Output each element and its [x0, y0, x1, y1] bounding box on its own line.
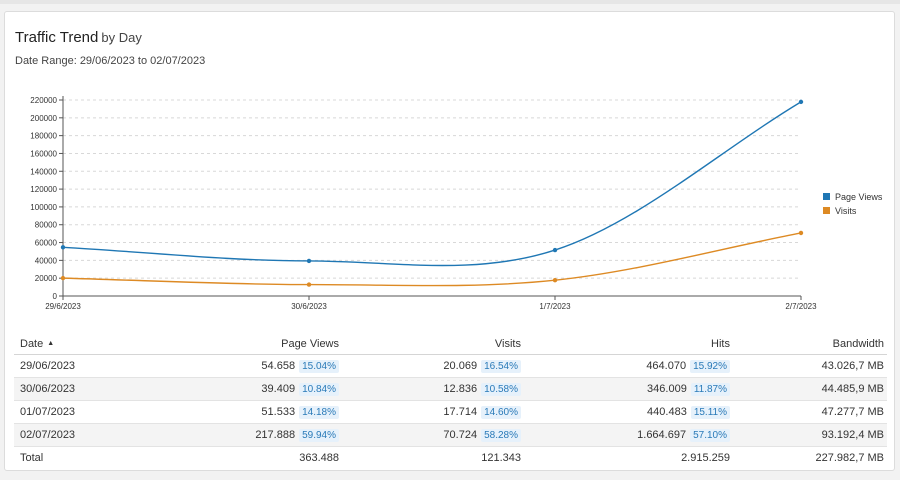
legend-swatch — [823, 207, 830, 214]
visits-column-header[interactable]: Visits — [494, 338, 521, 350]
data-point — [60, 245, 66, 250]
percent-badge: 15.11% — [690, 405, 730, 419]
x-tick-label: 2/7/2023 — [785, 302, 817, 311]
title-subtitle: by Day — [101, 30, 142, 45]
data-point — [798, 99, 804, 105]
data-point — [306, 258, 312, 264]
data-point — [798, 230, 804, 236]
total-label: Total — [20, 452, 44, 464]
page-views-cell: 54.658 15.04% — [261, 355, 339, 378]
hits-cell: 346.009 11.87% — [647, 378, 730, 401]
page-views-cell: 51.533 14.18% — [261, 401, 339, 424]
x-tick-label: 29/6/2023 — [45, 302, 81, 311]
date-cell: 30/06/2023 — [20, 383, 76, 395]
total-hits: 2.915.259 — [681, 452, 730, 464]
table-total-row: Total 363.488 121.343 2.915.259 227.982,… — [14, 447, 887, 470]
date-cell: 29/06/2023 — [20, 360, 76, 372]
date-cell: 02/07/2023 — [20, 429, 76, 441]
panel-title: Traffic Trend by Day — [15, 29, 142, 46]
legend-swatch — [823, 193, 830, 200]
y-tick-label: 120000 — [30, 185, 57, 194]
y-tick-label: 20000 — [35, 274, 58, 283]
y-tick-label: 0 — [53, 292, 58, 301]
hits-cell: 464.070 15.92% — [646, 355, 730, 378]
percent-badge: 57.10% — [690, 428, 730, 442]
y-tick-label: 220000 — [30, 96, 57, 105]
total-page-views: 363.488 — [299, 452, 339, 464]
sort-up-icon[interactable]: ▲ — [47, 340, 55, 348]
y-tick-label: 40000 — [35, 256, 58, 265]
traffic-line-chart: 0 20000 40000 60000 80000 100000 120000 140000 1… — [30, 96, 883, 311]
table-row: 30/06/2023 39.409 10.84% 12.836 10.58% 346… — [14, 378, 887, 401]
title-text: Traffic Trend — [15, 29, 99, 46]
page-views-cell: 217.888 59.94% — [255, 424, 339, 447]
bandwidth-cell: 93.192,4 MB — [821, 429, 884, 441]
data-point — [552, 278, 558, 283]
table-row: 02/07/2023 217.888 59.94% 70.724 58.28% 1.… — [14, 424, 887, 447]
y-tick-label: 200000 — [30, 114, 57, 123]
page-views-cell: 39.409 10.84% — [261, 378, 339, 401]
data-point — [306, 282, 312, 287]
percent-badge: 58.28% — [481, 428, 521, 442]
date-range: Date Range: 29/06/2023 to 02/07/2023 — [15, 55, 206, 67]
date-cell: 01/07/2023 — [20, 406, 76, 418]
percent-badge: 14.60% — [481, 405, 521, 419]
bandwidth-cell: 43.026,7 MB — [821, 360, 884, 372]
percent-badge: 11.87% — [690, 382, 730, 396]
visits-cell: 12.836 10.58% — [443, 378, 521, 401]
percent-badge: 10.84% — [299, 382, 339, 396]
y-tick-label: 180000 — [30, 132, 57, 141]
date-column-header[interactable]: Date ▲ — [20, 338, 55, 350]
legend-label: Visits — [835, 206, 857, 216]
hits-cell: 440.483 15.11% — [647, 401, 730, 424]
series-line-visits — [62, 232, 802, 287]
percent-badge: 15.92% — [690, 359, 730, 373]
visits-cell: 70.724 58.28% — [443, 424, 521, 447]
percent-badge: 59.94% — [299, 428, 339, 442]
visits-cell: 20.069 16.54% — [443, 355, 521, 378]
traffic-trend-panel: Traffic Trend by Day Date Range: 29/06/20… — [4, 11, 895, 471]
total-visits: 121.343 — [481, 452, 521, 464]
visits-cell: 17.714 14.60% — [443, 401, 521, 424]
page-views-column-header[interactable]: Page Views — [281, 338, 339, 350]
top-bar — [0, 0, 900, 4]
bandwidth-column-header[interactable]: Bandwidth — [832, 338, 884, 350]
y-tick-label: 140000 — [30, 167, 57, 176]
bandwidth-cell: 44.485,9 MB — [821, 383, 884, 395]
table-row: 01/07/2023 51.533 14.18% 17.714 14.60% 440… — [14, 401, 887, 424]
x-tick-label: 1/7/2023 — [539, 302, 571, 311]
y-tick-label: 60000 — [35, 239, 58, 248]
y-tick-label: 100000 — [30, 203, 57, 212]
traffic-table: Date ▲ Page Views Visits Hits Bandwidth 2… — [14, 333, 887, 470]
hits-column-header[interactable]: Hits — [711, 338, 730, 350]
percent-badge: 15.04% — [299, 359, 339, 373]
y-tick-label: 80000 — [35, 221, 58, 230]
data-point — [60, 275, 66, 281]
hits-cell: 1.664.697 57.10% — [637, 424, 730, 447]
series-line-page-views — [62, 101, 802, 267]
percent-badge: 16.54% — [481, 359, 521, 373]
bandwidth-cell: 47.277,7 MB — [821, 406, 884, 418]
total-bandwidth: 227.982,7 MB — [815, 452, 885, 464]
legend-label: Page Views — [835, 192, 883, 202]
percent-badge: 10.58% — [481, 382, 521, 396]
y-tick-label: 160000 — [30, 149, 57, 158]
data-point — [552, 247, 558, 253]
x-tick-label: 30/6/2023 — [291, 302, 327, 311]
table-row: 29/06/2023 54.658 15.04% 20.069 16.54% 464… — [14, 355, 887, 378]
percent-badge: 14.18% — [299, 405, 339, 419]
table-header-row: Date ▲ Page Views Visits Hits Bandwidth — [14, 333, 887, 355]
